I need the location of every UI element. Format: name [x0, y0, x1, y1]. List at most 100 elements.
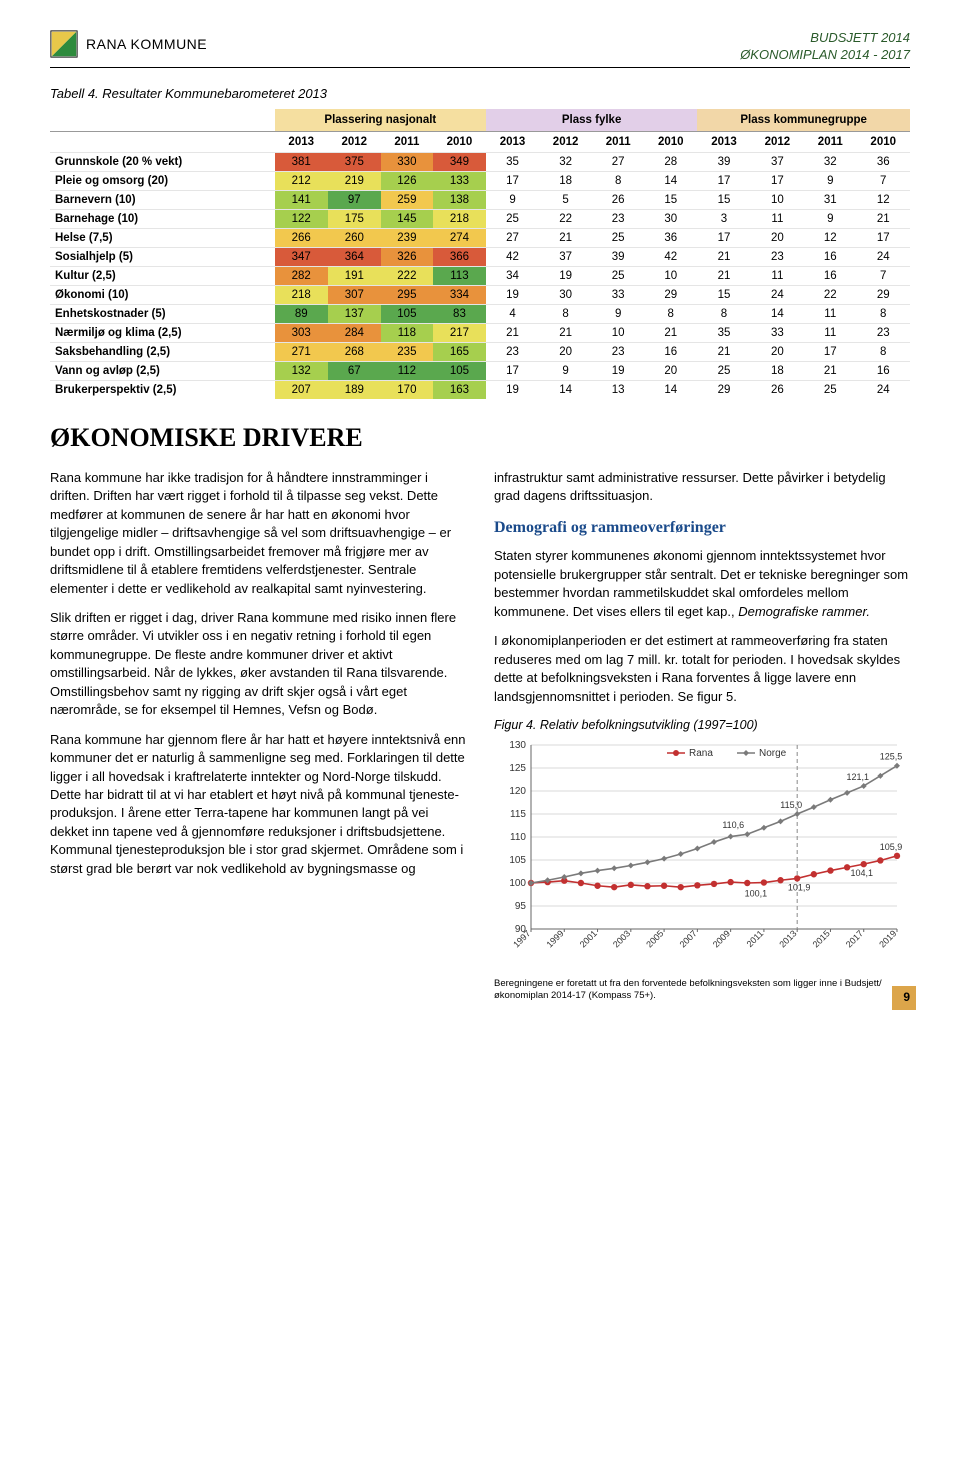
- cell-kommunegruppe: 23: [751, 247, 804, 266]
- cell-national: 97: [328, 190, 381, 209]
- table-year-header: 2010: [644, 131, 697, 152]
- table-year-header: 2011: [381, 131, 433, 152]
- cell-kommunegruppe: 9: [804, 171, 856, 190]
- left-p1: Rana kommune har ikke tradisjon for å hå…: [50, 469, 466, 598]
- cell-national: 163: [433, 380, 486, 399]
- cell-national: 113: [433, 266, 486, 285]
- cell-fylke: 19: [592, 361, 644, 380]
- svg-text:100: 100: [509, 878, 526, 889]
- table-group-header: Plass kommunegruppe: [697, 109, 910, 132]
- cell-kommunegruppe: 16: [804, 247, 856, 266]
- table-year-header: 2010: [856, 131, 910, 152]
- cell-kommunegruppe: 15: [697, 190, 750, 209]
- table-row: Vann og avløp (2,5)132671121051791920251…: [50, 361, 910, 380]
- table-row: Helse (7,5)2662602392742721253617201217: [50, 228, 910, 247]
- cell-national: 375: [328, 152, 381, 171]
- table-row: Pleie og omsorg (20)21221912613317188141…: [50, 171, 910, 190]
- cell-national: 126: [381, 171, 433, 190]
- cell-fylke: 9: [592, 304, 644, 323]
- cell-kommunegruppe: 26: [751, 380, 804, 399]
- cell-fylke: 8: [644, 304, 697, 323]
- cell-fylke: 23: [592, 342, 644, 361]
- cell-national: 235: [381, 342, 433, 361]
- cell-kommunegruppe: 29: [697, 380, 750, 399]
- cell-kommunegruppe: 24: [856, 380, 910, 399]
- table-year-header: 2013: [275, 131, 328, 152]
- row-label: Pleie og omsorg (20): [50, 171, 275, 190]
- doc-title-2: ØKONOMIPLAN 2014 - 2017: [740, 47, 910, 64]
- cell-national: 271: [275, 342, 328, 361]
- cell-national: 334: [433, 285, 486, 304]
- cell-kommunegruppe: 22: [804, 285, 856, 304]
- table-row: Brukerperspektiv (2,5)207189170163191413…: [50, 380, 910, 399]
- left-p3: Rana kommune har gjennom flere år har ha…: [50, 731, 466, 879]
- cell-national: 260: [328, 228, 381, 247]
- cell-kommunegruppe: 17: [697, 228, 750, 247]
- row-label: Brukerperspektiv (2,5): [50, 380, 275, 399]
- cell-kommunegruppe: 20: [751, 228, 804, 247]
- table-row: Barnevern (10)1419725913895261515103112: [50, 190, 910, 209]
- row-label: Saksbehandling (2,5): [50, 342, 275, 361]
- results-table-wrap: Plassering nasjonaltPlass fylkePlass kom…: [50, 109, 910, 399]
- cell-national: 133: [433, 171, 486, 190]
- cell-fylke: 27: [592, 152, 644, 171]
- results-table: Plassering nasjonaltPlass fylkePlass kom…: [50, 109, 910, 399]
- cell-kommunegruppe: 7: [856, 171, 910, 190]
- table-group-header: Plass fylke: [486, 109, 697, 132]
- cell-kommunegruppe: 36: [856, 152, 910, 171]
- table-row: Barnehage (10)12217514521825222330311921: [50, 209, 910, 228]
- cell-national: 218: [275, 285, 328, 304]
- cell-fylke: 25: [592, 228, 644, 247]
- cell-fylke: 19: [486, 285, 539, 304]
- cell-fylke: 8: [592, 171, 644, 190]
- doc-title-1: BUDSJETT 2014: [740, 30, 910, 47]
- svg-text:120: 120: [509, 786, 526, 797]
- cell-fylke: 17: [486, 361, 539, 380]
- svg-text:Norge: Norge: [759, 748, 787, 759]
- table-year-header: 2013: [697, 131, 750, 152]
- table-caption: Tabell 4. Resultater Kommunebarometeret …: [50, 86, 910, 101]
- cell-national: 219: [328, 171, 381, 190]
- cell-fylke: 37: [539, 247, 592, 266]
- cell-national: 259: [381, 190, 433, 209]
- cell-kommunegruppe: 9: [804, 209, 856, 228]
- table-year-header: 2010: [433, 131, 486, 152]
- cell-kommunegruppe: 7: [856, 266, 910, 285]
- cell-kommunegruppe: 25: [697, 361, 750, 380]
- cell-national: 326: [381, 247, 433, 266]
- cell-national: 364: [328, 247, 381, 266]
- cell-fylke: 5: [539, 190, 592, 209]
- cell-national: 330: [381, 152, 433, 171]
- row-label: Enhetskostnader (5): [50, 304, 275, 323]
- cell-national: 212: [275, 171, 328, 190]
- cell-fylke: 19: [486, 380, 539, 399]
- cell-fylke: 33: [592, 285, 644, 304]
- cell-kommunegruppe: 35: [697, 323, 750, 342]
- cell-kommunegruppe: 8: [856, 342, 910, 361]
- cell-fylke: 10: [592, 323, 644, 342]
- cell-fylke: 10: [644, 266, 697, 285]
- table-row: Grunnskole (20 % vekt)381375330349353227…: [50, 152, 910, 171]
- page-number: 9: [903, 990, 910, 1004]
- cell-kommunegruppe: 24: [751, 285, 804, 304]
- cell-fylke: 21: [644, 323, 697, 342]
- row-label: Grunnskole (20 % vekt): [50, 152, 275, 171]
- cell-fylke: 4: [486, 304, 539, 323]
- left-column: Rana kommune har ikke tradisjon for å hå…: [50, 469, 466, 1002]
- cell-national: 268: [328, 342, 381, 361]
- svg-text:Rana: Rana: [689, 748, 713, 759]
- table-year-header: 2011: [592, 131, 644, 152]
- cell-kommunegruppe: 16: [804, 266, 856, 285]
- cell-kommunegruppe: 17: [804, 342, 856, 361]
- cell-fylke: 20: [539, 342, 592, 361]
- cell-national: 217: [433, 323, 486, 342]
- svg-text:130: 130: [509, 740, 526, 751]
- cell-fylke: 22: [539, 209, 592, 228]
- table-row: Nærmiljø og klima (2,5)30328411821721211…: [50, 323, 910, 342]
- row-label: Sosialhjelp (5): [50, 247, 275, 266]
- cell-fylke: 16: [644, 342, 697, 361]
- cell-kommunegruppe: 17: [856, 228, 910, 247]
- cell-fylke: 21: [539, 323, 592, 342]
- cell-fylke: 13: [592, 380, 644, 399]
- cell-fylke: 21: [539, 228, 592, 247]
